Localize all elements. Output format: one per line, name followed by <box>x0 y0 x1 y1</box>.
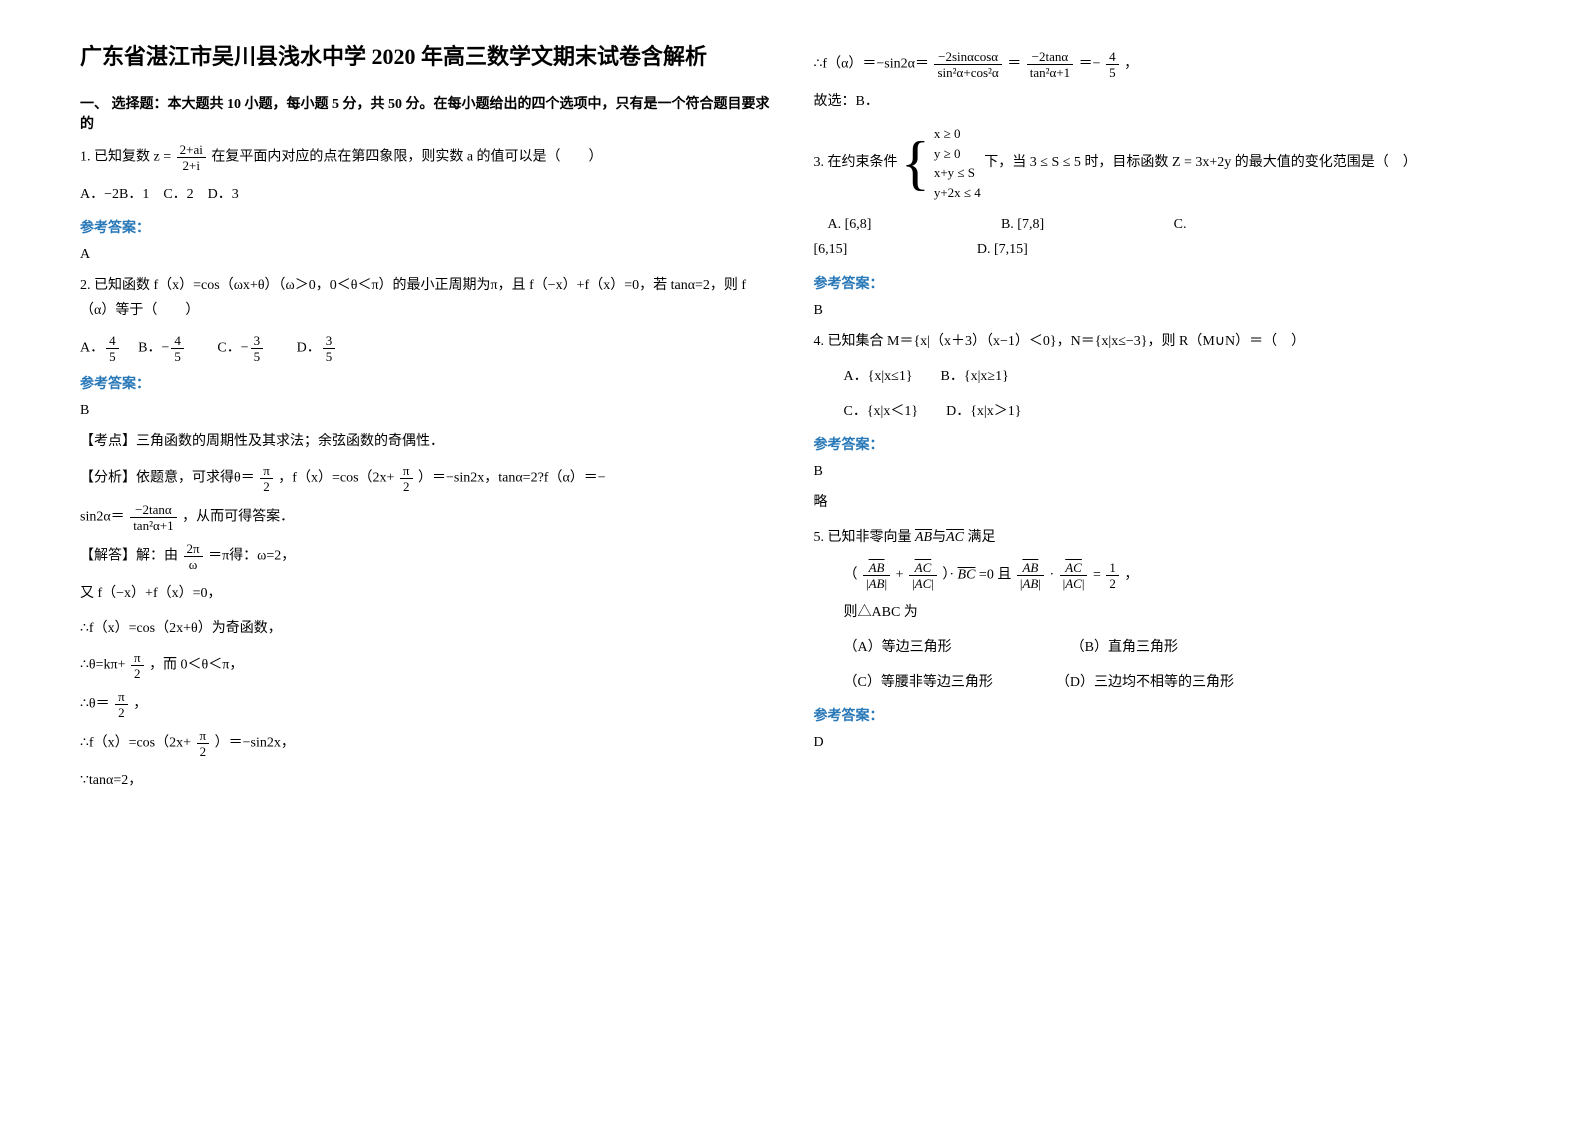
q2-sin2a: sin2α＝ −2tanαtan²α+1 ，从而可得答案． <box>80 503 774 532</box>
left-column: 广东省湛江市吴川县浅水中学 2020 年高三数学文期末试卷含解析 一、 选择题：… <box>60 40 794 803</box>
q1-frac: 2+ai 2+i <box>177 143 206 172</box>
q2-ans: B <box>80 403 774 419</box>
q4-ans: B <box>814 464 1508 480</box>
doc-title: 广东省湛江市吴川县浅水中学 2020 年高三数学文期末试卷含解析 <box>80 40 774 73</box>
brace-icon: { <box>901 136 930 190</box>
q2r-r2: 故选：B． <box>814 89 1508 114</box>
q1-stem-b: 在复平面内对应的点在第四象限，则实数 a 的值可以是（ ） <box>211 150 602 165</box>
q5-ocd: （C）等腰非等边三角形 （D）三边均不相等的三角形 <box>844 670 1508 695</box>
q1: 1. 已知复数 z = 2+ai 2+i 在复平面内对应的点在第四象限，则实数 … <box>80 143 774 172</box>
q2-l6: ∴f（x）=cos（2x+ π2 ）＝−sin2x， <box>80 729 774 758</box>
q2-jd: 【解答】解：由 2πω ＝π得：ω=2， <box>80 542 774 571</box>
q2-l7: ∵tanα=2， <box>80 768 774 793</box>
q2-l4: ∴θ=kπ+ π2 ，而 0＜θ＜π， <box>80 651 774 680</box>
q4-oc: C．{x|x＜1} D．{x|x＞1} <box>844 399 1508 424</box>
q2-stem: 2. 已知函数 f（x）=cos（ωx+θ）（ω＞0，0＜θ＜π）的最小正周期为… <box>80 273 774 323</box>
q2-opts: A．45 B．−45 C．−35 D．35 <box>80 334 774 363</box>
q3-ans: B <box>814 303 1508 319</box>
q2r-r1: ∴f（α）＝−sin2α＝ −2sinαcosαsin²α+cos²α ＝ −2… <box>814 50 1508 79</box>
q4-ref: 参考答案： <box>814 434 1508 454</box>
q3-cases: { x ≥ 0 y ≥ 0 x+y ≤ S y+2x ≤ 4 <box>901 124 981 202</box>
q3-opts: A. [6,8] B. [7,8] C. [6,15] D. [7,15] <box>814 212 1508 262</box>
section-header: 一、 选择题：本大题共 10 小题，每小题 5 分，共 50 分。在每小题给出的… <box>80 93 774 133</box>
q2-l2: 又 f（−x）+f（x）=0， <box>80 581 774 606</box>
q1-stem-a: 1. 已知复数 <box>80 150 150 165</box>
q3-ref: 参考答案： <box>814 273 1508 293</box>
q4-oa: A．{x|x≤1} B．{x|x≥1} <box>844 364 1508 389</box>
q5-oab: （A）等边三角形 （B）直角三角形 <box>844 635 1508 660</box>
q2-l5: ∴θ＝ π2 ， <box>80 690 774 719</box>
q5-stem: 5. 已知非零向量 AB与AC 满足 <box>814 525 1508 550</box>
q2-kp: 【考点】三角函数的周期性及其求法；余弦函数的奇偶性． <box>80 429 774 454</box>
q2-l3: ∴f（x）=cos（2x+θ）为奇函数， <box>80 616 774 641</box>
right-column: ∴f（α）＝−sin2α＝ −2sinαcosαsin²α+cos²α ＝ −2… <box>794 40 1528 803</box>
q4-stem: 4. 已知集合 M＝{x|（x＋3）（x−1）＜0}，N＝{x|x≤−3}，则 … <box>814 329 1508 354</box>
q2-fx: 【分析】依题意，可求得θ＝ π2 ，f（x）=cos（2x+ π2 ）＝−sin… <box>80 464 774 493</box>
q1-ref: 参考答案： <box>80 217 774 237</box>
q4-brief: 略 <box>814 490 1508 515</box>
q5-l2: 则△ABC 为 <box>844 600 1508 625</box>
q5-ans: D <box>814 735 1508 751</box>
q2-ref: 参考答案： <box>80 373 774 393</box>
q3: 3. 在约束条件 { x ≥ 0 y ≥ 0 x+y ≤ S y+2x ≤ 4 … <box>814 124 1508 202</box>
q5-ref: 参考答案： <box>814 705 1508 725</box>
q5-l1: （ AB|AB| + AC|AC| ）· BC =0 且 AB|AB| · AC… <box>844 561 1508 590</box>
q1-opts: A．−2B．1 C．2 D．3 <box>80 182 774 207</box>
q1-ans: A <box>80 247 774 263</box>
